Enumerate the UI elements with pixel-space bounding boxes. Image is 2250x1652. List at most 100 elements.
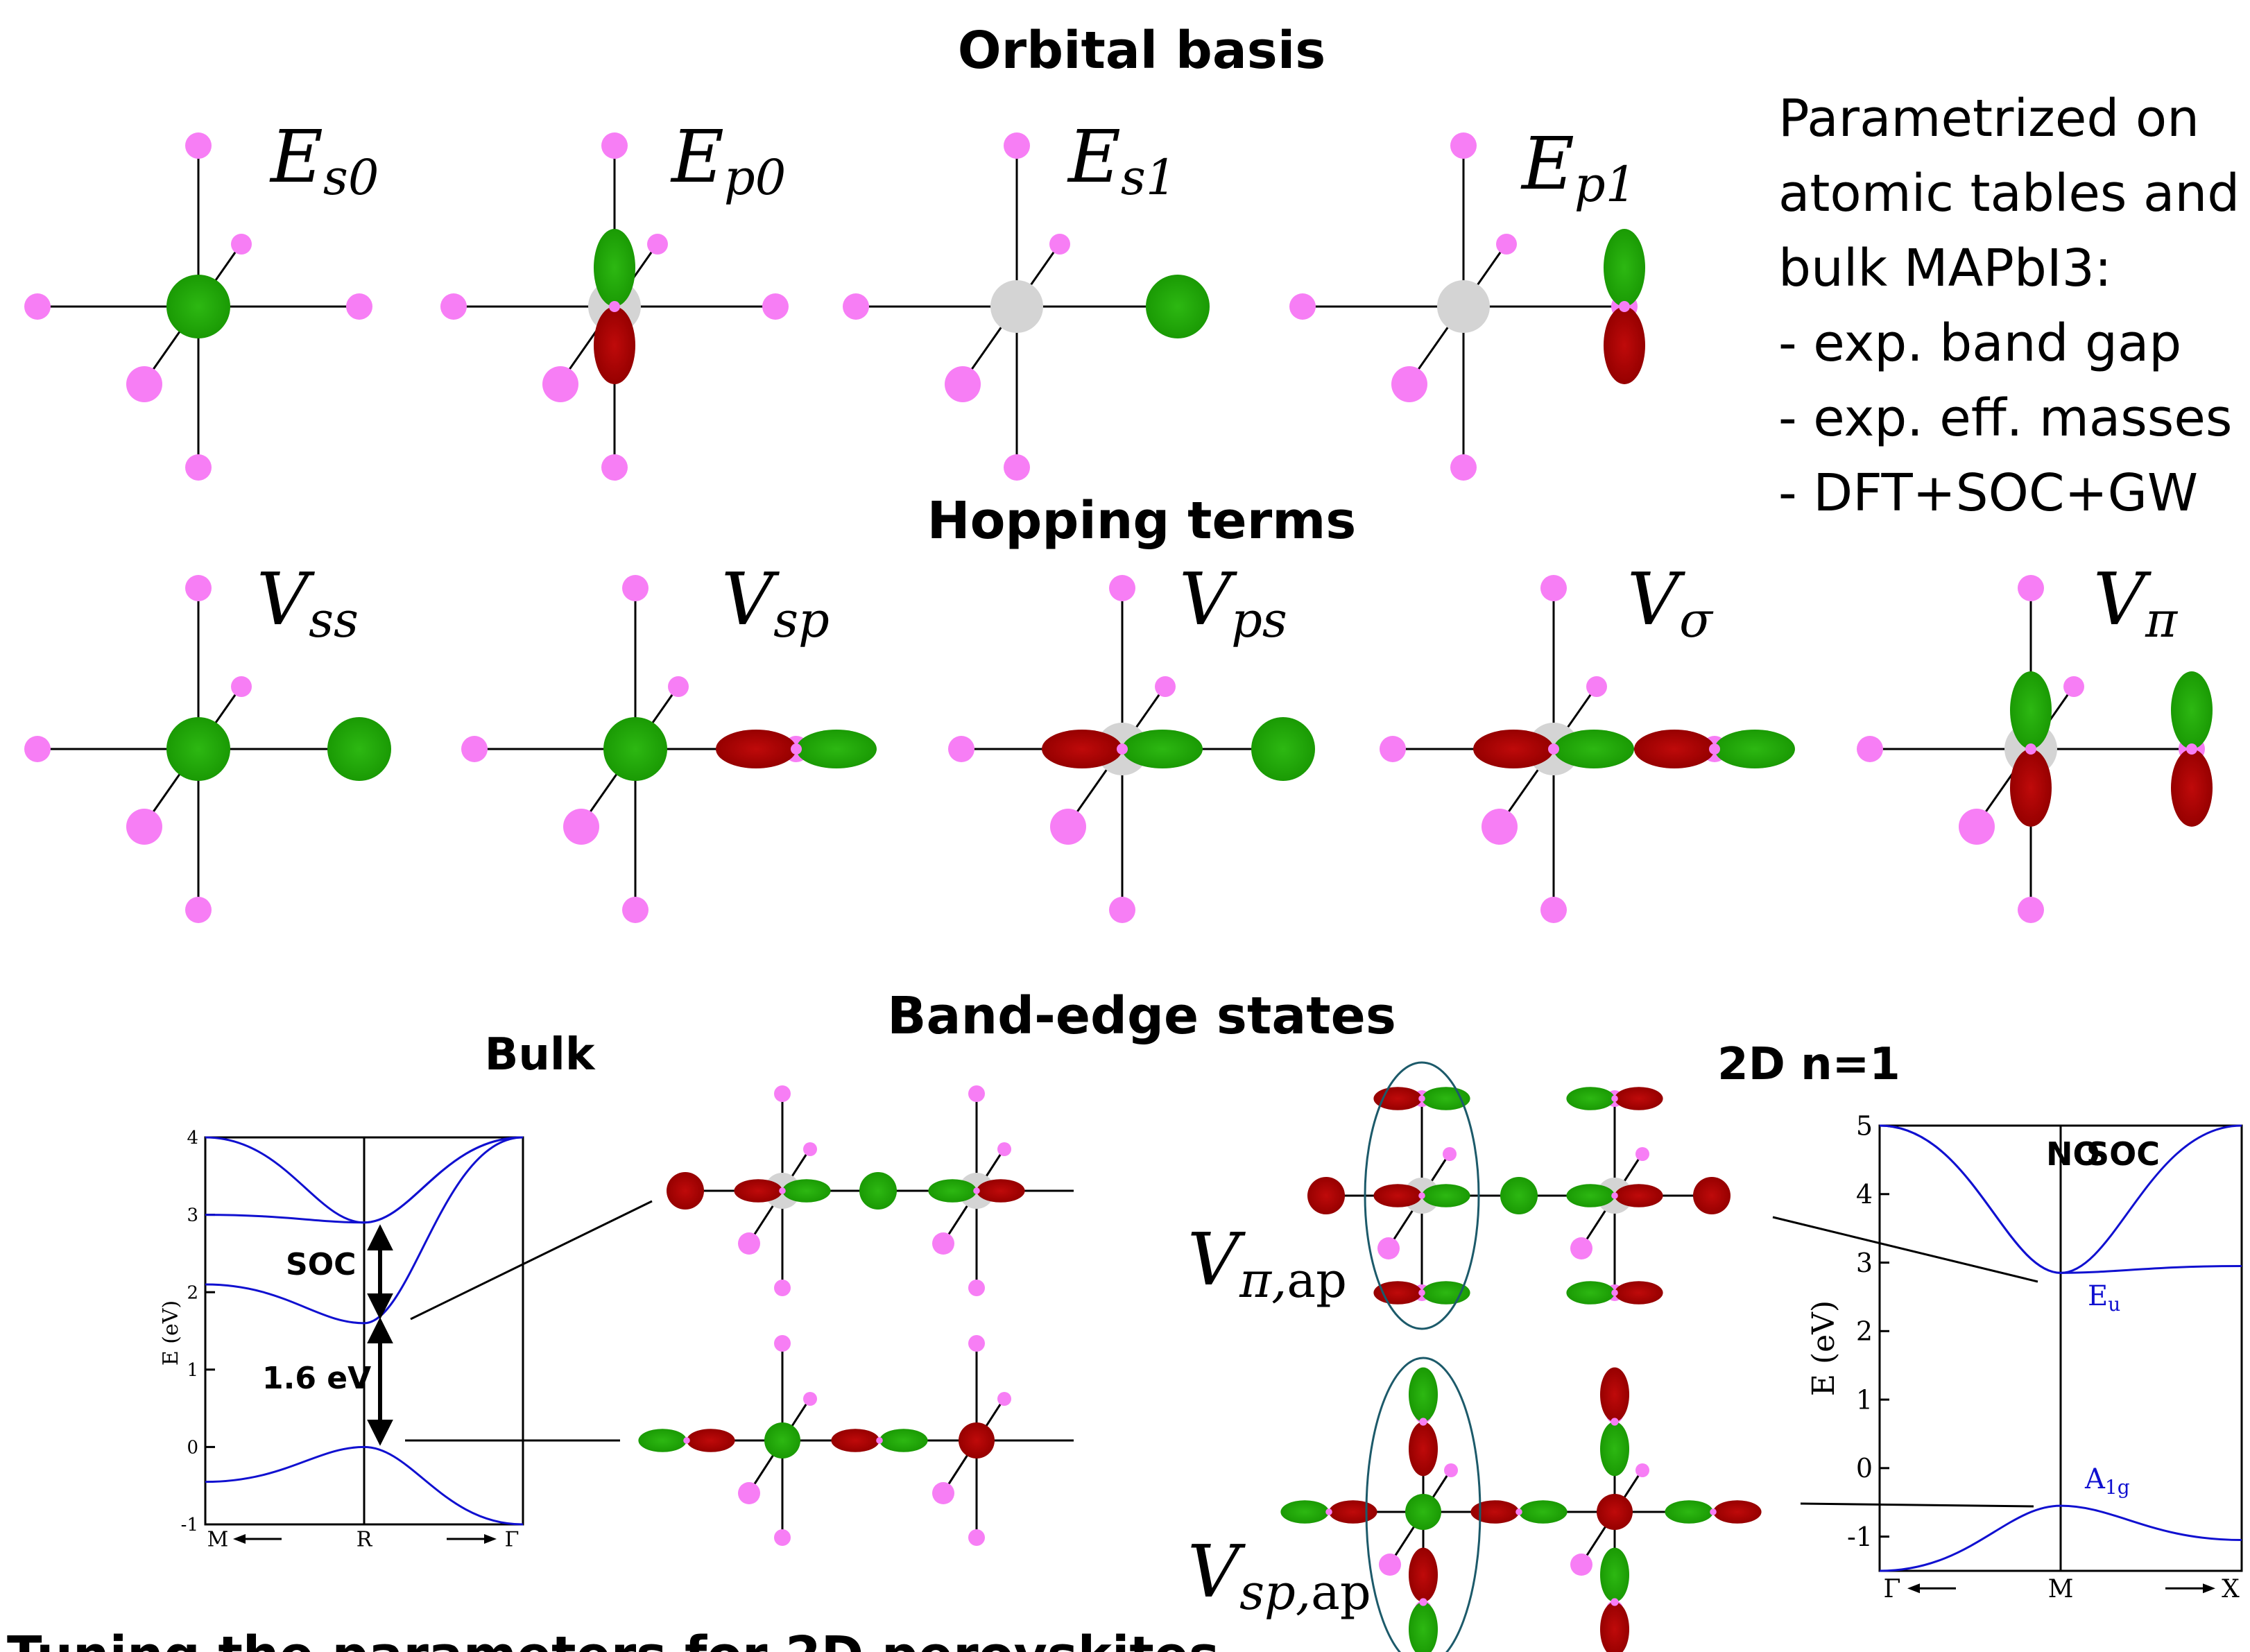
orbital-term-2: Ep0	[670, 114, 786, 206]
twod-a1g-p-mid-right-lobe	[1519, 1500, 1568, 1524]
ligand-back	[668, 676, 689, 697]
ligand-bottom	[774, 1280, 791, 1296]
ligand-bottom	[185, 454, 212, 481]
bulk-ytick-label-5: 4	[187, 1128, 198, 1148]
bulk-cbm-p-2-left-lobe	[928, 1179, 977, 1203]
parametrization-note: Parametrized on atomic tables and bulk M…	[1778, 89, 2240, 523]
a1g-label: A1g	[2084, 1463, 2130, 1499]
twod-ytick-label-0: -1	[1847, 1522, 1873, 1552]
twod-a1g-p-left-left-lobe	[1280, 1500, 1329, 1524]
twod-a1g-p-bot1-lower-lobe	[1409, 1602, 1438, 1652]
twod-eu-s-mid	[1500, 1177, 1538, 1214]
hopping-Vps-p-right-lobe	[1122, 730, 1203, 768]
bulk-cbm-s-left	[667, 1172, 704, 1210]
ligand-left	[843, 293, 869, 320]
twod-a1g-p-bot2-node	[1611, 1598, 1619, 1606]
twod-xlabel-2: X	[2222, 1575, 2240, 1603]
bulk-ytick-label-0: -1	[181, 1515, 198, 1535]
ligand-bottom	[774, 1529, 791, 1546]
twod-eu-s-left	[1307, 1177, 1345, 1214]
ligand-right	[346, 293, 372, 320]
ligand-top	[622, 575, 649, 601]
twod-eu-p-top1-right-lobe	[1422, 1087, 1470, 1110]
bulk-annotations: SOC 1.6 eV	[262, 1224, 393, 1446]
ligand-front	[1050, 809, 1086, 845]
bulk-vbm-site-2	[879, 1335, 1074, 1546]
bulk-arrowhead-right	[484, 1534, 497, 1544]
orbital-Es1-site	[843, 132, 1191, 481]
twod-a1g-apical-ellipse	[1365, 1357, 1482, 1652]
bulk-title: Bulk	[485, 1029, 596, 1081]
twod-eu-p-bot1-node	[1418, 1289, 1425, 1296]
ligand-top	[185, 575, 212, 601]
twod-a1g-p-right-left-lobe	[1665, 1500, 1713, 1524]
ligand-back	[231, 676, 252, 697]
orbital-Ep0-p-upper-lobe	[594, 229, 635, 307]
twod-a1g-p-right-right-lobe	[1713, 1500, 1762, 1524]
hopping-term-1: Vss	[257, 557, 359, 648]
ligand-top	[774, 1085, 791, 1102]
bottom-title: Tuning the parameters for 2D perovskites	[7, 1626, 1219, 1652]
ligand-bottom	[1450, 454, 1477, 481]
hopping-Vpi-p1-node	[2025, 743, 2036, 755]
ligand-top	[601, 132, 628, 159]
twod-eu-p-top1-left-lobe	[1373, 1087, 1422, 1110]
bulk-cbm-s-mid	[859, 1172, 897, 1210]
twod-ylabel: E (eV)	[1806, 1300, 1841, 1396]
bulk-arrowhead-left	[233, 1534, 246, 1544]
gap-label: 1.6 eV	[262, 1361, 371, 1396]
bulk-vbm-p-mid-right-lobe	[879, 1429, 928, 1452]
metal-atom	[764, 1422, 800, 1459]
twod-a1g-p-top2-node	[1611, 1418, 1619, 1426]
two-d-title: 2D n=1	[1717, 1039, 1900, 1090]
twod-a1g-p-top1-node	[1419, 1418, 1427, 1426]
orbital-diagrams	[24, 132, 2213, 1652]
bulk-ytick-label-3: 2	[187, 1282, 198, 1303]
orbital-Ep0-p-lower-lobe	[594, 307, 635, 384]
bulk-cbm-p-1-node	[779, 1187, 786, 1194]
orbital-Ep1-p-lower-lobe	[1604, 307, 1645, 384]
ligand-front	[542, 366, 578, 402]
bulk-vbm-p-left-left-lobe	[638, 1429, 687, 1452]
hopping-Vsp-p-node	[791, 743, 802, 755]
orbital-term-4: Ep1	[1520, 121, 1636, 213]
twod-eu-p-top2-right-lobe	[1615, 1087, 1663, 1110]
ligand-front	[738, 1232, 760, 1255]
ligand-back	[1443, 1147, 1457, 1161]
twod-a1g-p-top1-lower-lobe	[1409, 1422, 1438, 1477]
orbital-term-3: Es1	[1067, 114, 1176, 206]
twod-eu-s-right	[1693, 1177, 1731, 1214]
connector-2d-eu	[1772, 1216, 2038, 1283]
hopping-Vsp-p-left-lobe	[716, 730, 796, 768]
hopping-Vps-s	[1251, 717, 1315, 781]
orbital-Es0-site	[24, 132, 372, 481]
note-line-3: bulk MAPbI3:	[1778, 239, 2112, 298]
nosoc-label-left: NO	[2046, 1135, 2100, 1173]
bulk-band-0	[205, 1445, 524, 1526]
ligand-back	[1444, 1463, 1458, 1477]
ligand-bottom	[601, 454, 628, 481]
bulk-cbm-p-1-right-lobe	[782, 1179, 831, 1203]
ligand-back	[1155, 676, 1176, 697]
hopping-term-4: Vσ	[1627, 557, 1714, 648]
bulk-vbm-p-left-right-lobe	[687, 1429, 735, 1452]
soc-arrow	[367, 1224, 393, 1320]
hopping-Vsigma-p2-left-lobe	[1634, 730, 1715, 768]
twod-eu-p-mid2-right-lobe	[1615, 1184, 1663, 1207]
ligand-bottom	[2018, 897, 2044, 923]
twod-a1g-p-bot2-lower-lobe	[1600, 1602, 1629, 1652]
orbital-Es1-s	[1146, 275, 1210, 338]
note-line-2: atomic tables and	[1778, 164, 2240, 223]
ligand-front	[1391, 366, 1427, 402]
ligand-back	[803, 1142, 817, 1156]
hopping-Vpi-p2-upper-lobe	[2171, 671, 2213, 749]
twod-ytick-label-1: 0	[1856, 1453, 1873, 1483]
orbital-term-labels: Es0 Ep0 Es1 Ep1	[269, 114, 1636, 213]
twod-ytick-label-3: 2	[1856, 1316, 1873, 1347]
note-line-4: - exp. band gap	[1778, 313, 2181, 373]
ligand-back	[997, 1392, 1011, 1406]
hopping-Vpi-p2-node	[2186, 743, 2197, 755]
hopping-Vsigma-p2-right-lobe	[1715, 730, 1795, 768]
ligand-back	[1586, 676, 1607, 697]
orbital-Ep1-p-node	[1619, 301, 1630, 312]
